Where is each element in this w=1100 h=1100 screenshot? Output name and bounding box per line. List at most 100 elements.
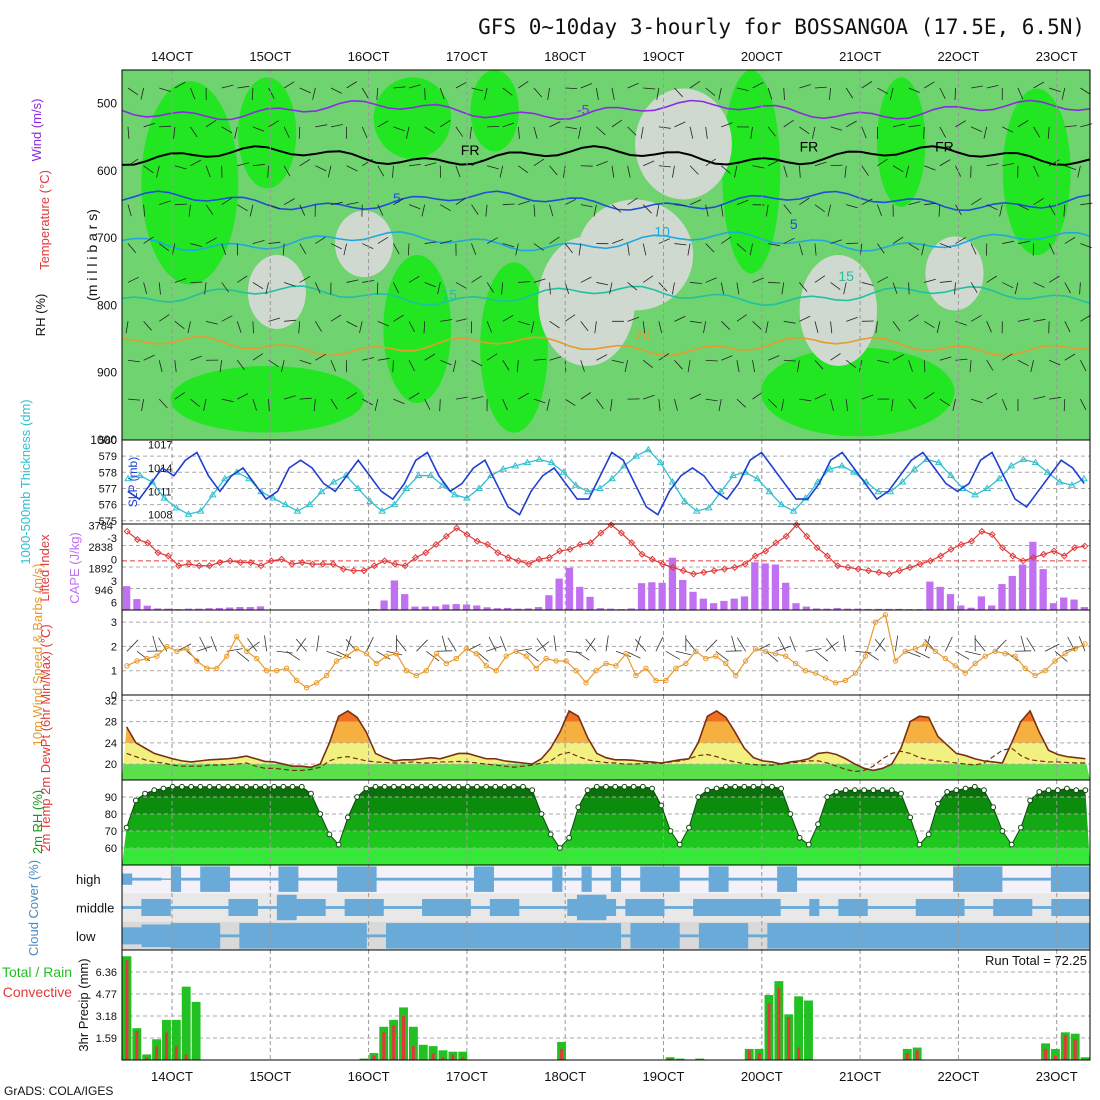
wind-barb <box>596 126 606 136</box>
lifted-index-point <box>185 560 193 568</box>
cloud-cell <box>1050 866 1062 892</box>
wind-speed-point <box>403 668 410 674</box>
wind-barb <box>283 165 291 177</box>
rh-point <box>759 783 766 790</box>
wind-barb <box>861 126 867 139</box>
cloud-cell <box>877 906 888 909</box>
cloud-cell <box>586 894 597 921</box>
wind-speed-point <box>194 658 200 664</box>
cape-bar <box>823 608 831 610</box>
date-tick-top: 21OCT <box>839 49 881 64</box>
cape-bar <box>534 607 543 610</box>
cloud-cell <box>528 906 539 909</box>
cloud-cell <box>906 906 917 909</box>
wind-barb <box>1002 282 1014 289</box>
cloud-cell <box>219 934 230 938</box>
cloud-cell <box>562 877 573 881</box>
contour-label: 15 <box>441 286 457 302</box>
cloud-cell <box>1031 906 1042 909</box>
wind-barb <box>315 321 322 332</box>
wind-barb <box>359 321 363 334</box>
cloud-cell <box>894 877 905 881</box>
date-tick-bottom: 16OCT <box>348 1069 390 1084</box>
thickness-point <box>148 478 157 485</box>
wind-barb <box>580 392 592 400</box>
cloud-cell <box>288 866 299 892</box>
cloud-cell <box>190 923 201 949</box>
cloud-cell <box>454 877 465 881</box>
cloud-cell <box>334 906 346 909</box>
wind-barb <box>892 236 904 244</box>
wind-barb <box>299 87 311 94</box>
precip-tick: 4.77 <box>96 989 117 1001</box>
wind-barb <box>221 84 234 89</box>
wind-barb <box>234 126 238 139</box>
wind-barb <box>416 639 428 652</box>
temp-tick: 20 <box>105 759 117 771</box>
lifted-index-point <box>998 544 1007 552</box>
wind-barb <box>221 282 230 293</box>
cloud-cell <box>933 877 944 881</box>
cloud-cell <box>278 866 289 892</box>
cloud-cell <box>161 878 172 880</box>
axis-label: Lifted Index <box>37 534 52 602</box>
wind-barb <box>393 282 400 294</box>
thickness-point <box>136 471 145 479</box>
cloud-cell <box>131 877 142 881</box>
lifted-index-point <box>648 555 656 563</box>
rh-point <box>999 828 1006 834</box>
rh-point <box>474 783 480 790</box>
cloud-cell <box>925 899 936 916</box>
cloud-cell <box>327 877 338 881</box>
cloud-cell <box>307 923 318 949</box>
cape-bar <box>771 564 780 610</box>
lifted-index-point <box>762 547 770 555</box>
rh-point <box>907 814 914 821</box>
wind-barb <box>440 359 452 366</box>
cloud-cell <box>610 923 622 949</box>
wind-barb <box>408 204 421 210</box>
wind-barb <box>665 650 680 660</box>
wind-barb <box>205 237 217 244</box>
wind-barb <box>642 321 646 334</box>
wind-barb <box>362 357 374 361</box>
contour-label: FR <box>935 138 954 154</box>
wind-speed-point <box>723 660 729 667</box>
wind-speed-point <box>244 648 250 654</box>
rh-moist-area <box>141 81 239 285</box>
wind-barb <box>861 394 874 400</box>
wind-speed-point <box>932 648 939 654</box>
temp-tick: 24 <box>105 738 117 750</box>
wind-speed-point <box>353 646 360 652</box>
wind-barb <box>196 645 213 652</box>
lifted-index-point <box>968 537 976 545</box>
wind-barb <box>721 236 732 244</box>
lifted-index-point <box>453 524 461 532</box>
wind-barb <box>299 159 311 167</box>
wind-barb <box>611 87 615 100</box>
wind-barb <box>736 637 747 652</box>
dewpoint-line <box>126 747 1086 773</box>
rh-point <box>363 785 370 792</box>
cloud-cell <box>954 899 965 916</box>
cape-bar <box>256 606 265 610</box>
cloud-cell <box>480 906 491 909</box>
rh-tick: 70 <box>105 826 117 838</box>
thickness-point <box>378 507 387 514</box>
cloud-cell <box>786 866 798 892</box>
cloud-cell <box>325 906 336 909</box>
wind-speed-point <box>214 665 220 671</box>
cloud-cell <box>874 923 886 949</box>
wind-speed-point <box>802 668 809 674</box>
lifted-index-point <box>782 532 790 540</box>
thickness-point <box>220 474 229 482</box>
wind-barb <box>486 645 502 652</box>
wind-barb <box>424 282 436 288</box>
wind-barb <box>486 321 492 333</box>
wind-barb <box>485 204 488 217</box>
wind-barb <box>705 277 717 283</box>
rh-point <box>934 800 941 807</box>
rh-point <box>879 787 886 794</box>
wind-speed-point <box>204 665 210 671</box>
wind-barb <box>564 198 577 206</box>
